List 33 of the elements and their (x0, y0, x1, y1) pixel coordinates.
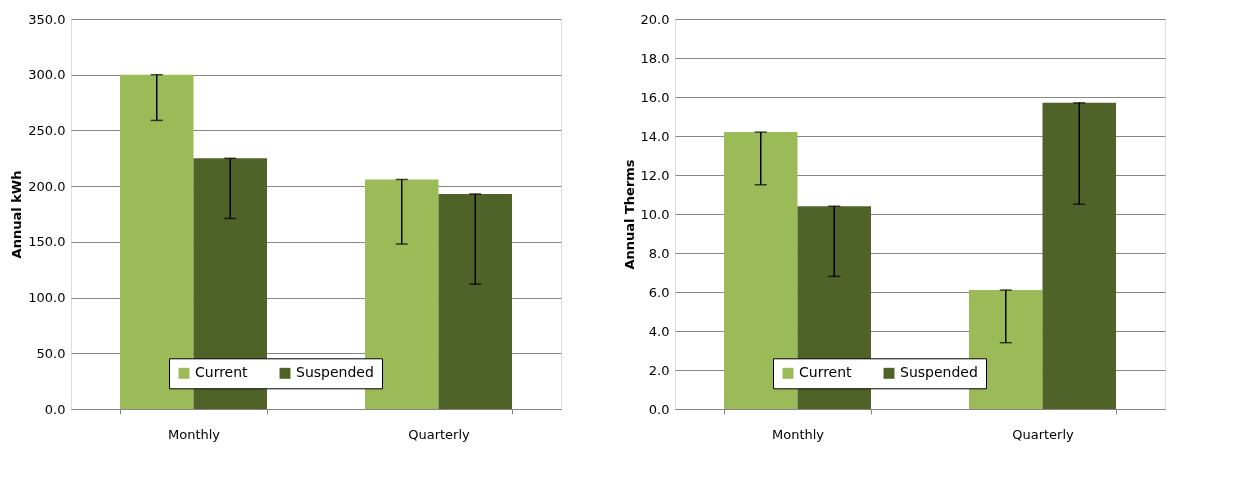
y-tick-label: 100.0 (28, 290, 66, 306)
y-tick-label: 10.0 (640, 206, 670, 222)
y-tick-label: 50.0 (36, 345, 66, 361)
y-axis-title: Annual kWh (9, 170, 25, 259)
y-tick-label: 16.0 (640, 89, 670, 105)
bar (120, 74, 194, 409)
bar (438, 193, 512, 409)
legend-label: Suspended (296, 364, 374, 381)
y-tick-label: 12.0 (640, 167, 670, 183)
bar (1042, 102, 1116, 409)
y-tick-label: 8.0 (648, 245, 670, 261)
y-tick-label: 0.0 (44, 401, 66, 417)
y-tick-label: 4.0 (648, 323, 670, 339)
x-tick-label: Quarterly (408, 426, 471, 442)
x-tick-label: Monthly (771, 426, 825, 442)
legend-label: Current (195, 364, 249, 381)
bar (724, 132, 798, 409)
y-tick-label: 2.0 (648, 362, 670, 378)
y-axis-title: Annual Therms (621, 159, 637, 270)
y-tick-label: 20.0 (640, 11, 670, 27)
y-tick-label: 250.0 (28, 122, 66, 138)
y-tick-label: 150.0 (28, 234, 66, 250)
y-tick-label: 6.0 (648, 284, 670, 300)
x-tick-label: Quarterly (1012, 426, 1075, 442)
y-tick-label: 18.0 (640, 50, 670, 66)
legend-label: Suspended (900, 364, 978, 381)
y-tick-label: 300.0 (28, 67, 66, 83)
legend-label: Current (799, 364, 853, 381)
x-tick-label: Monthly (167, 426, 221, 442)
y-tick-label: 200.0 (28, 178, 66, 194)
y-tick-label: 0.0 (648, 401, 670, 417)
y-tick-label: 350.0 (28, 11, 66, 27)
y-tick-label: 14.0 (640, 128, 670, 144)
